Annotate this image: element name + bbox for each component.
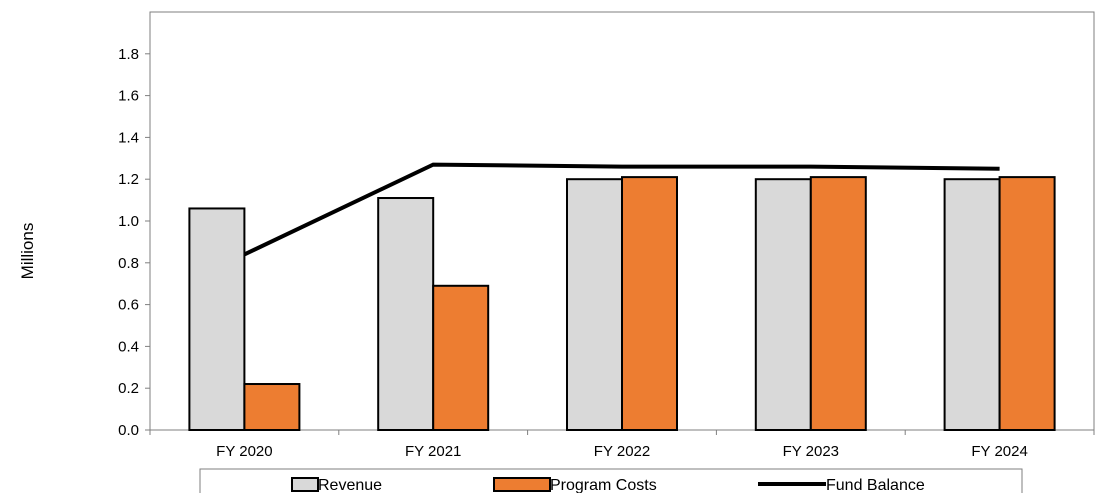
bar-program-costs xyxy=(432,284,490,432)
legend-swatch-revenue xyxy=(291,477,319,492)
line-fund-balance xyxy=(243,162,1000,257)
y-axis-title-group: Millions xyxy=(18,223,37,280)
x-tick-label: FY 2020 xyxy=(216,443,272,460)
bar-program-costs xyxy=(998,176,1056,431)
bar-revenue xyxy=(377,197,435,431)
y-tick-label: 0.0 xyxy=(118,422,139,439)
x-tick-label: FY 2021 xyxy=(405,443,461,460)
legend-box xyxy=(199,468,1023,493)
legend-label-fund-balance: Fund Balance xyxy=(826,477,925,493)
y-tick-label: 1.0 xyxy=(118,213,139,230)
legend-label-revenue: Revenue xyxy=(318,477,382,493)
y-tick-label: 1.4 xyxy=(118,129,139,146)
x-axis: FY 2020 FY 2021 FY 2022 FY 2023 FY 2024 xyxy=(149,430,1095,460)
y-tick-label: 0.2 xyxy=(118,380,139,397)
x-tick-label: FY 2024 xyxy=(971,443,1027,460)
x-tick-label: FY 2023 xyxy=(783,443,839,460)
bar-revenue xyxy=(188,207,246,431)
fund-balance-line xyxy=(243,162,1000,257)
legend: Revenue Program Costs Fund Balance xyxy=(199,468,1023,493)
y-tick-label: 0.8 xyxy=(118,255,139,272)
bar-revenue xyxy=(566,178,623,431)
y-axis: 0.0 0.2 0.4 0.6 0.8 1.0 1.2 1.4 1.6 1.8 xyxy=(118,46,150,439)
y-tick-label: 1.6 xyxy=(118,88,139,105)
bars xyxy=(188,176,1056,432)
bar-program-costs xyxy=(621,176,678,431)
y-tick-label: 1.2 xyxy=(118,171,139,188)
y-tick-label: 0.4 xyxy=(118,338,139,355)
bar-program-costs xyxy=(243,383,301,431)
y-tick-label: 0.6 xyxy=(118,297,139,314)
legend-label-program-costs: Program Costs xyxy=(550,477,657,493)
x-tick-label: FY 2022 xyxy=(594,443,650,460)
bar-revenue xyxy=(754,178,812,431)
bar-revenue xyxy=(943,178,1001,431)
bar-program-costs xyxy=(809,176,867,431)
y-tick-label: 1.8 xyxy=(118,46,139,63)
legend-swatch-program-costs xyxy=(493,477,551,492)
y-axis-title: Millions xyxy=(18,223,37,280)
